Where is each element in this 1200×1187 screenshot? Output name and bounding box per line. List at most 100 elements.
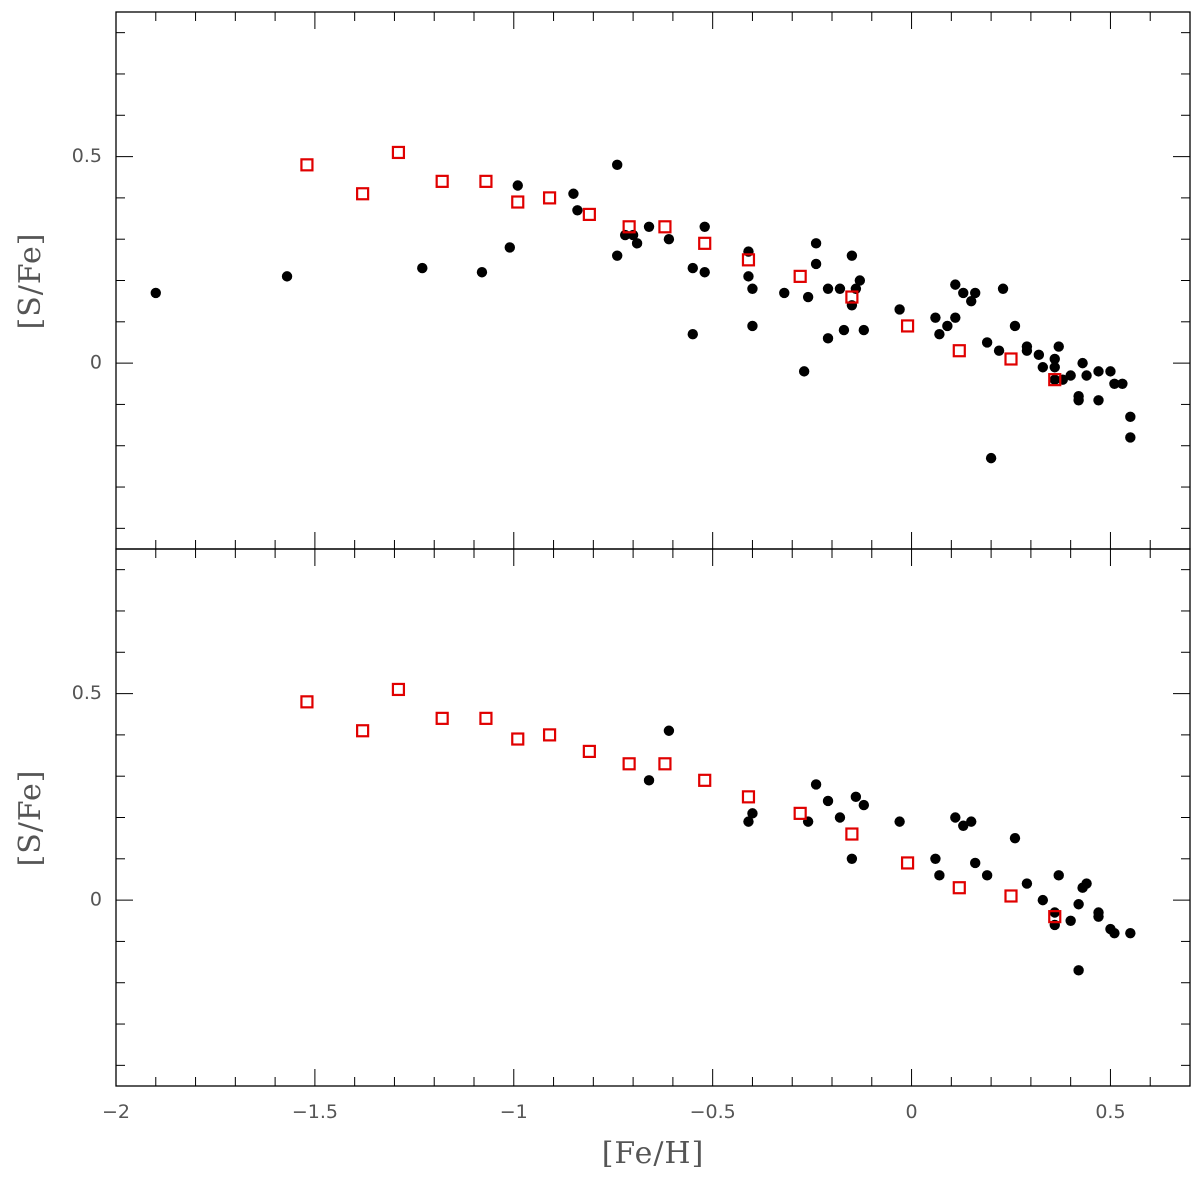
star-point [838, 324, 850, 336]
star-point [699, 221, 710, 232]
model-point [435, 711, 449, 725]
star-point [1053, 870, 1064, 881]
top-plot-frame [115, 11, 1191, 550]
y-tick-label: 0.5 [72, 682, 102, 704]
x-tick-label: 0 [906, 1101, 918, 1123]
model-point [300, 158, 314, 172]
star-point [846, 853, 858, 865]
model-point [658, 757, 672, 771]
model-point [391, 682, 406, 697]
model-point [622, 757, 636, 771]
star-point [1093, 911, 1104, 922]
star-point [1093, 366, 1104, 377]
star-point [643, 221, 655, 232]
model-point [356, 187, 370, 201]
star-point [822, 283, 834, 294]
star-point [970, 287, 981, 299]
star-point [150, 287, 161, 299]
model-point [658, 220, 672, 234]
star-point [810, 238, 822, 249]
model-point [741, 253, 756, 267]
top-ticks [115, 12, 1191, 549]
top-data-marks [150, 145, 1136, 464]
model-point [542, 191, 557, 205]
star-point [1077, 357, 1088, 369]
star-point [993, 345, 1005, 356]
bottom-panel: 00.5 [S/Fe] [13, 548, 1191, 1087]
star-point [810, 258, 822, 270]
star-point [1073, 965, 1084, 976]
model-point [435, 174, 449, 188]
model-point [300, 695, 314, 709]
model-point [511, 195, 525, 209]
star-point [1073, 395, 1084, 406]
star-point [858, 324, 870, 336]
star-point [1105, 366, 1116, 377]
star-point [779, 287, 790, 299]
model-point [479, 711, 493, 725]
star-point [1065, 915, 1076, 926]
star-point [1081, 878, 1092, 889]
star-point [1109, 927, 1120, 939]
star-point [699, 267, 710, 278]
model-point [582, 744, 596, 759]
star-point [643, 775, 655, 786]
star-point [981, 337, 993, 348]
star-point [281, 271, 293, 282]
x-tick-label: −2 [102, 1101, 130, 1123]
star-point [1049, 374, 1060, 385]
star-point [950, 312, 961, 323]
star-point [834, 283, 846, 294]
top-panel: 00.5 [S/Fe] [13, 11, 1191, 550]
star-point [1021, 878, 1033, 889]
model-point [622, 220, 636, 234]
x-tick-label: 0.5 [1095, 1101, 1125, 1123]
star-point [950, 812, 961, 823]
y-tick-label: 0 [90, 889, 102, 911]
star-point [858, 799, 870, 811]
model-point [1004, 352, 1018, 366]
star-point [934, 870, 945, 881]
model-point [793, 269, 807, 283]
model-point [1048, 373, 1062, 387]
star-point [476, 267, 488, 278]
top-y-tick-labels: 00.5 [72, 145, 102, 374]
star-point [997, 283, 1009, 294]
model-point [391, 145, 406, 160]
star-point [612, 250, 623, 261]
model-point [900, 319, 915, 333]
star-point [743, 816, 754, 827]
y-tick-label: 0.5 [72, 145, 102, 167]
star-point [822, 333, 834, 344]
star-point [1049, 907, 1060, 918]
star-point [966, 295, 977, 307]
star-point [1073, 899, 1084, 910]
star-point [1009, 832, 1021, 844]
model-point [845, 827, 859, 841]
star-point [631, 238, 643, 249]
star-point [958, 287, 969, 299]
star-point [798, 366, 810, 377]
y-tick-label: 0 [90, 352, 102, 374]
model-point [793, 806, 807, 820]
star-point [1109, 378, 1120, 389]
star-point [572, 205, 583, 216]
star-point [663, 233, 675, 245]
bottom-plot-frame [115, 548, 1191, 1087]
star-point [1125, 927, 1136, 939]
star-point [504, 242, 515, 253]
star-point [1037, 894, 1049, 906]
star-point [930, 312, 941, 323]
star-point [747, 320, 758, 332]
bottom-ticks [115, 549, 1191, 1086]
bottom-data-marks [300, 682, 1136, 976]
model-point [741, 790, 756, 804]
star-point [802, 291, 814, 303]
star-point [747, 808, 758, 819]
x-tick-label: −1 [500, 1101, 528, 1123]
star-point [612, 159, 623, 171]
star-point [687, 262, 698, 274]
star-point [894, 304, 905, 315]
x-tick-label: −0.5 [690, 1101, 736, 1123]
